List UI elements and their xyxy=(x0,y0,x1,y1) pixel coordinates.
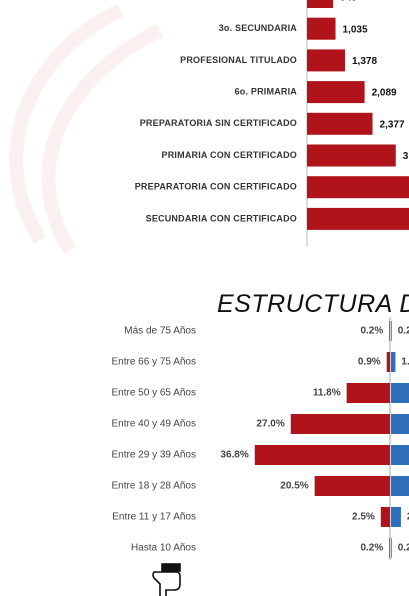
value-label: 11.8% xyxy=(313,388,341,399)
category-label: Hasta 10 Años xyxy=(131,543,196,554)
category-label: Entre 66 y 75 Años xyxy=(111,357,196,368)
value-label: 0.2% xyxy=(398,543,409,554)
value-label: 0.2% xyxy=(360,543,383,554)
value-label: 2.7% xyxy=(407,512,409,523)
chart-title: ESTRUCTURA DE xyxy=(217,290,409,318)
bar xyxy=(314,476,390,496)
bar xyxy=(391,445,409,465)
value-label: 2,377 xyxy=(380,119,405,130)
value-label: 0.9% xyxy=(358,357,381,368)
bar xyxy=(386,352,390,372)
category-label: Entre 40 y 49 Años xyxy=(111,419,196,430)
bar xyxy=(380,507,390,527)
pointer-icon xyxy=(152,563,181,596)
category-label: 3o. SECUNDARIA xyxy=(219,23,298,33)
bar xyxy=(307,112,373,135)
category-label: SECUNDARIA CON CERTIFICADO xyxy=(146,213,297,223)
category-label: Entre 18 y 28 Años xyxy=(111,481,196,492)
value-label: 945 xyxy=(340,0,357,4)
bar xyxy=(307,81,365,104)
value-label: 3,220 xyxy=(403,151,409,162)
value-label: 0.2% xyxy=(360,326,383,337)
bar xyxy=(307,207,409,230)
bar xyxy=(307,17,336,40)
category-label: Más de 75 Años xyxy=(124,326,196,337)
bar xyxy=(307,144,396,167)
bar xyxy=(307,0,334,8)
value-label: 1,378 xyxy=(352,56,377,67)
value-label: 1.2% xyxy=(401,357,409,368)
bar xyxy=(391,352,396,372)
value-label: 27.0% xyxy=(256,419,284,430)
bar xyxy=(307,49,345,72)
category-label: Entre 29 y 39 Años xyxy=(111,450,196,461)
bar xyxy=(389,538,390,558)
category-label: PREPARATORIA SIN CERTIFICADO xyxy=(140,118,297,128)
bar xyxy=(391,383,409,403)
value-label: 2,089 xyxy=(372,88,397,99)
value-label: 20.5% xyxy=(280,481,308,492)
bar xyxy=(391,507,401,527)
category-label: Entre 11 y 17 Años xyxy=(112,512,196,523)
bar xyxy=(389,321,390,341)
bar xyxy=(307,176,409,199)
value-label: 1,035 xyxy=(343,24,368,35)
category-label: PREPARATORIA CON CERTIFICADO xyxy=(135,182,297,192)
background-decoration xyxy=(9,3,164,254)
value-label: 0.2% xyxy=(398,326,409,337)
bar xyxy=(391,538,392,558)
value-label: 36.8% xyxy=(220,450,248,461)
category-label: PROFESIONAL TITULADO xyxy=(180,55,297,65)
bar xyxy=(391,321,392,341)
bar xyxy=(346,383,390,403)
category-label: Entre 50 y 65 Años xyxy=(111,388,196,399)
bar xyxy=(391,414,409,434)
value-label: 2.5% xyxy=(352,512,375,523)
bar xyxy=(254,445,390,465)
category-label: PRIMARIA CON CERTIFICADO xyxy=(162,150,297,160)
category-label: 6o. PRIMARIA xyxy=(235,86,298,96)
bar xyxy=(290,414,390,434)
bar xyxy=(391,476,409,496)
